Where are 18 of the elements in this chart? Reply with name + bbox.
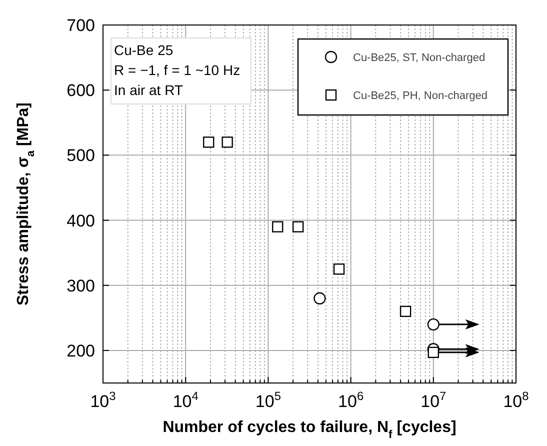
legend-label: Cu-Be25, PH, Non-charged — [353, 90, 488, 102]
x-tick-label: 10$^{3}$ — [90, 389, 116, 411]
y-tick-label: 200 — [66, 341, 95, 360]
annotation: In air at RT — [114, 82, 184, 98]
x-tick-label: 10$^{6}$ — [338, 389, 364, 411]
x-tick-label: 10$^{4}$ — [172, 389, 199, 411]
x-tick-label: 10$^{8}$ — [503, 389, 530, 411]
legend-label: Cu-Be25, ST, Non-charged — [353, 52, 486, 64]
y-tick-label: 300 — [66, 276, 95, 296]
x-tick-label: 10$^{7}$ — [420, 389, 447, 411]
y-tick-label: 600 — [66, 81, 95, 100]
x-tick-label: 10$^{5}$ — [255, 389, 282, 411]
annotation: R = −1, f = 1 ~10 Hz — [114, 62, 240, 78]
annotation: Cu-Be 25 — [114, 42, 174, 58]
y-tick-label: 400 — [66, 211, 95, 230]
y-tick-label: 700 — [66, 16, 95, 35]
y-tick-label: 500 — [66, 146, 95, 166]
x-axis-title: Number of cycles to failure, N$_{f}$ [cycles] — [162, 419, 456, 441]
